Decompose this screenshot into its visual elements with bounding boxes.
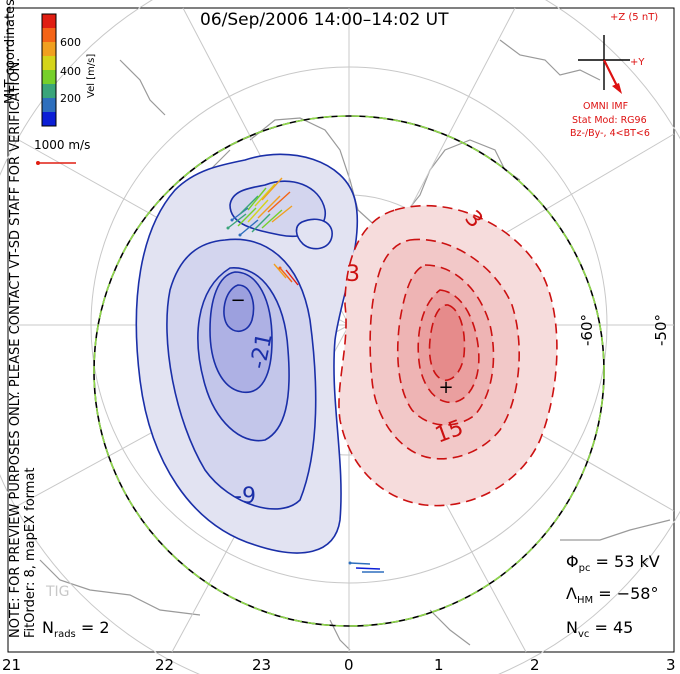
stat-nvc-sub: vc — [577, 629, 590, 641]
imf-condition: Bz-/By-, 4<BT<6 — [570, 128, 650, 139]
scale-tick-600: 600 — [60, 36, 81, 49]
preview-note: NOTE: FOR PREVIEW PURPOSES ONLY. PLEASE … — [8, 57, 23, 638]
scale-tick-200: 200 — [60, 92, 81, 105]
imf-by-label: +Y — [630, 57, 645, 68]
stat-nrads: Nrads = 2 — [42, 618, 110, 640]
mlt-label-22: 22 — [155, 656, 175, 674]
mlt-label-2: 2 — [530, 656, 540, 674]
scale-swatch — [42, 70, 56, 85]
stat-lambda-value: = −58° — [598, 584, 659, 603]
hm-boundary-dash — [93, 115, 605, 627]
stat-nvc: Nvc = 45 — [566, 618, 633, 640]
stat-phi-symbol: Φ — [566, 552, 579, 571]
mlt-label-3: 3 — [666, 656, 676, 674]
lat-label-50: -50° — [652, 314, 670, 346]
scale-swatch — [42, 28, 56, 43]
mlt-label-1: 1 — [434, 656, 444, 674]
scale-swatch — [42, 14, 56, 29]
contour-label-pos-outer: 3 — [346, 262, 360, 287]
stat-phi-sub: pc — [578, 563, 591, 575]
velocity-color-scale — [41, 13, 57, 127]
scale-tick-400: 400 — [60, 65, 81, 78]
stat-nvc-value: = 45 — [594, 618, 634, 637]
imf-source: OMNI IMF — [583, 101, 629, 112]
fit-order: FitOrder: 8, mapEX format — [23, 467, 38, 638]
coordinates-label: MLT coordinates — [3, 0, 18, 104]
scale-swatch — [42, 112, 56, 127]
mlt-label-21: 21 — [2, 656, 22, 674]
negative-convection-cell — [135, 153, 359, 554]
stat-nrads-symbol: N — [42, 618, 54, 637]
scale-border — [41, 13, 57, 127]
contour-label-neg-outer: -9 — [234, 484, 256, 509]
mlt-label-0: 0 — [344, 656, 354, 674]
reference-vector-dot — [36, 161, 40, 165]
positive-convection-cell — [338, 204, 558, 507]
scale-swatch — [42, 84, 56, 99]
stat-lambda-symbol: Λ — [566, 584, 577, 603]
stat-lambda: ΛHM = −58° — [566, 584, 658, 606]
stat-phi: Φpc = 53 kV — [566, 552, 660, 574]
reference-vector-label: 1000 m/s — [34, 138, 91, 152]
scale-swatch — [42, 56, 56, 71]
velocity-vectors — [226, 177, 384, 573]
stat-nrads-value: = 2 — [80, 618, 110, 637]
map-title: 06/Sep/2006 14:00–14:02 UT — [200, 10, 449, 30]
stat-nvc-symbol: N — [566, 618, 578, 637]
scale-swatch — [42, 42, 56, 57]
lat-label-60: -60° — [578, 314, 596, 346]
scale-swatch — [42, 98, 56, 113]
stat-nrads-sub: rads — [53, 629, 76, 641]
potential-max-marker: + — [438, 377, 453, 398]
potential-min-marker: − — [230, 290, 245, 311]
radar-label: TIG — [46, 584, 70, 600]
mlt-label-23: 23 — [252, 656, 272, 674]
imf-bz-label: +Z (5 nT) — [610, 12, 659, 23]
stat-phi-value: = 53 kV — [595, 552, 660, 571]
imf-stat-mod: Stat Mod: RG96 — [572, 115, 647, 126]
imf-clock — [578, 35, 630, 94]
stat-lambda-sub: HM — [576, 595, 594, 607]
scale-unit-label: Vel [m/s] — [86, 53, 97, 98]
